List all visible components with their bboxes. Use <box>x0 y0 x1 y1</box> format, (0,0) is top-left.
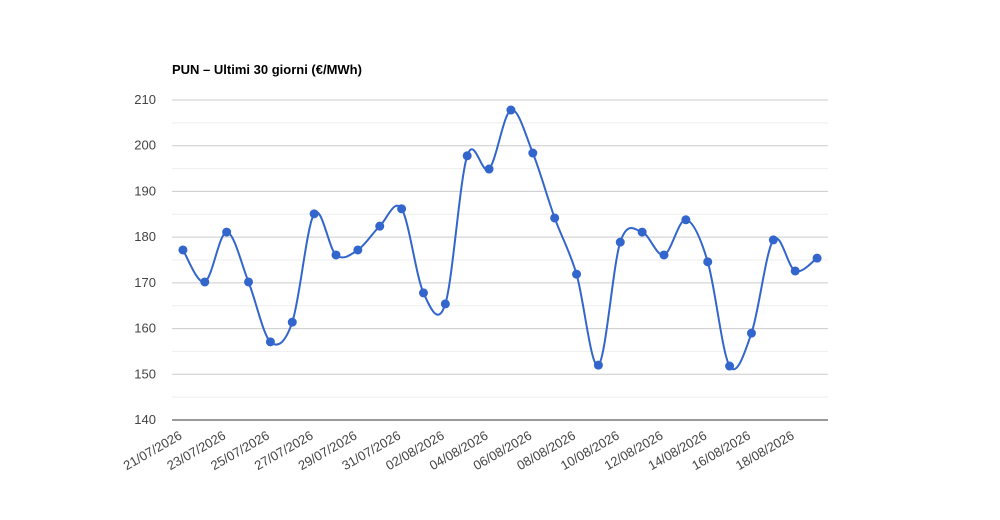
data-point <box>637 227 647 237</box>
y-tick-label: 180 <box>134 229 156 244</box>
data-point <box>200 277 210 287</box>
data-point <box>484 164 494 174</box>
data-point <box>659 250 669 260</box>
data-point <box>725 361 735 371</box>
y-tick-label: 190 <box>134 183 156 198</box>
y-tick-label: 200 <box>134 138 156 153</box>
y-tick-label: 170 <box>134 275 156 290</box>
data-point <box>768 235 778 245</box>
data-point <box>178 245 188 255</box>
data-point <box>681 215 691 225</box>
y-tick-label: 140 <box>134 412 156 427</box>
data-point <box>418 288 428 298</box>
data-point <box>746 328 756 338</box>
data-point <box>353 245 363 255</box>
data-point <box>506 105 516 115</box>
data-point <box>440 299 450 309</box>
chart-title: PUN – Ultimi 30 giorni (€/MWh) <box>172 62 362 77</box>
data-point <box>615 237 625 247</box>
data-point <box>790 266 800 276</box>
y-tick-label: 150 <box>134 366 156 381</box>
data-point <box>397 204 407 214</box>
series-line <box>182 109 818 370</box>
data-point <box>375 221 385 231</box>
data-point <box>703 257 713 267</box>
data-point <box>593 360 603 370</box>
data-point <box>309 209 319 219</box>
y-tick-label: 210 <box>134 92 156 107</box>
data-point <box>331 250 341 260</box>
data-point <box>528 148 538 158</box>
data-point <box>572 269 582 279</box>
data-point <box>222 227 232 237</box>
data-point <box>287 317 297 327</box>
data-point <box>265 337 275 347</box>
data-point <box>244 277 254 287</box>
data-point <box>550 213 560 223</box>
data-point <box>812 253 822 263</box>
y-tick-label: 160 <box>134 321 156 336</box>
data-point <box>462 151 472 161</box>
